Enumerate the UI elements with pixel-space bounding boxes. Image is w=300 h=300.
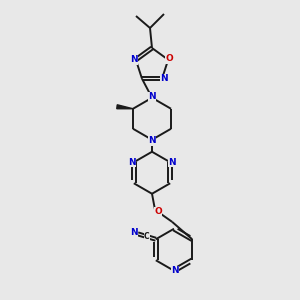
Text: O: O (165, 54, 173, 63)
Text: N: N (130, 228, 138, 237)
Text: N: N (130, 55, 138, 64)
Text: N: N (148, 92, 156, 101)
Text: N: N (168, 158, 176, 167)
Polygon shape (117, 105, 133, 109)
Text: N: N (148, 136, 156, 145)
Text: N: N (128, 158, 136, 167)
Text: N: N (160, 74, 168, 83)
Text: N: N (171, 266, 179, 275)
Text: O: O (154, 207, 162, 216)
Text: C: C (144, 232, 150, 241)
